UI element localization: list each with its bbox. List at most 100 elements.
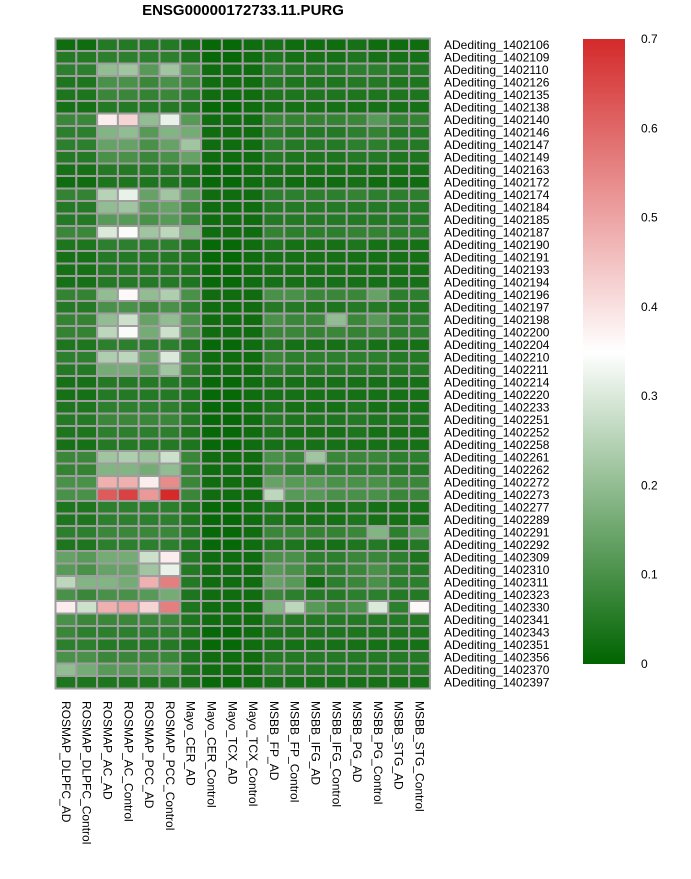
heatmap-cell [283, 112, 307, 127]
heatmap-cell [304, 650, 327, 665]
column-label: Mayo_CER_AD [184, 701, 198, 786]
heatmap-cell [241, 287, 265, 302]
heatmap-cell [220, 512, 244, 527]
heatmap-cell [200, 37, 223, 52]
heatmap-cell [116, 62, 140, 77]
heatmap-cell [304, 500, 327, 515]
heatmap-cell [116, 475, 140, 490]
heatmap-cell [366, 375, 390, 390]
heatmap-cell [283, 650, 307, 665]
heatmap-cell [324, 325, 348, 340]
heatmap-cell [262, 662, 286, 677]
heatmap-cell [283, 475, 307, 490]
row-label: ADediting_1402190 [444, 238, 550, 252]
heatmap-cell [220, 150, 244, 165]
heatmap-cell [262, 400, 286, 415]
heatmap-cell [220, 112, 244, 127]
colorbar-ticks: 0 0.1 0.2 0.3 0.4 0.5 0.6 0.7 [641, 32, 658, 671]
heatmap-cell [345, 550, 369, 565]
heatmap-cell [283, 212, 307, 227]
heatmap-cell [408, 512, 431, 527]
heatmap-cell [387, 412, 411, 427]
heatmap-cell [283, 350, 307, 365]
heatmap-cell [408, 475, 431, 490]
heatmap-cell [158, 500, 182, 515]
heatmap-cell [304, 487, 327, 502]
heatmap-cell [408, 337, 431, 352]
heatmap-cell [345, 362, 369, 377]
heatmap-cell [158, 87, 182, 102]
heatmap-cell [75, 587, 99, 602]
heatmap-cell [241, 637, 265, 652]
heatmap-cell [283, 525, 307, 540]
heatmap-cell [304, 562, 327, 577]
heatmap-cell [116, 675, 140, 690]
heatmap-cell [408, 137, 431, 152]
heatmap-cell [200, 562, 223, 577]
heatmap-cell [283, 325, 307, 340]
heatmap-cell [283, 50, 307, 65]
column-label: ROSMAP_DLPFC_Control [80, 701, 94, 844]
heatmap-cell [408, 175, 431, 190]
heatmap-cell [387, 362, 411, 377]
heatmap-cell [179, 475, 203, 490]
heatmap-cell [262, 87, 286, 102]
heatmap-cell [283, 437, 307, 452]
heatmap-cell [200, 162, 223, 177]
heatmap-cell [366, 362, 390, 377]
heatmap-cell [387, 637, 411, 652]
heatmap-cell [387, 225, 411, 240]
heatmap-cell [200, 350, 223, 365]
heatmap-cell [75, 400, 99, 415]
heatmap-cell [262, 675, 286, 690]
heatmap-cell [96, 187, 119, 202]
heatmap-cell [137, 150, 161, 165]
heatmap-cell [75, 662, 99, 677]
row-label: ADediting_1402210 [444, 350, 550, 364]
heatmap-cell [137, 350, 161, 365]
heatmap-cell [324, 312, 348, 327]
heatmap-cell [366, 75, 390, 90]
heatmap-cell [54, 512, 78, 527]
heatmap-cell [116, 50, 140, 65]
column-labels: ROSMAP_DLPFC_AD ROSMAP_DLPFC_Control ROSMA… [59, 701, 427, 844]
heatmap-cell [408, 612, 431, 627]
row-label: ADediting_1402397 [444, 675, 550, 689]
heatmap-cell [137, 612, 161, 627]
heatmap-cell [96, 262, 119, 277]
heatmap-cell [200, 662, 223, 677]
heatmap-cell [116, 612, 140, 627]
column-label: ROSMAP_AC_AD [101, 701, 115, 800]
heatmap-cell [366, 200, 390, 215]
row-label: ADediting_1402146 [444, 125, 550, 139]
heatmap-cell [179, 262, 203, 277]
heatmap-cell [96, 562, 119, 577]
heatmap-cell [345, 75, 369, 90]
heatmap-cell [54, 625, 78, 640]
heatmap-cell [324, 512, 348, 527]
heatmap-cell [54, 250, 78, 265]
heatmap-cell [54, 450, 78, 465]
heatmap-cell [366, 175, 390, 190]
heatmap-cell [366, 225, 390, 240]
heatmap-cell [200, 625, 223, 640]
heatmap-cell [304, 675, 327, 690]
heatmap-cell [96, 412, 119, 427]
heatmap-cell [200, 50, 223, 65]
heatmap-cell [408, 325, 431, 340]
heatmap-cell [387, 587, 411, 602]
heatmap-cell [408, 212, 431, 227]
heatmap-cell [54, 150, 78, 165]
heatmap-cell [345, 187, 369, 202]
heatmap-cell [324, 537, 348, 552]
column-label: Mayo_TCX_Control [246, 701, 260, 806]
heatmap-cell [200, 200, 223, 215]
heatmap-cell [241, 475, 265, 490]
heatmap-cell [304, 275, 327, 290]
heatmap-cell [158, 600, 182, 615]
heatmap-cell [366, 562, 390, 577]
heatmap-cell [200, 525, 223, 540]
heatmap-cell [283, 512, 307, 527]
heatmap-cell [116, 387, 140, 402]
heatmap-cell [283, 162, 307, 177]
